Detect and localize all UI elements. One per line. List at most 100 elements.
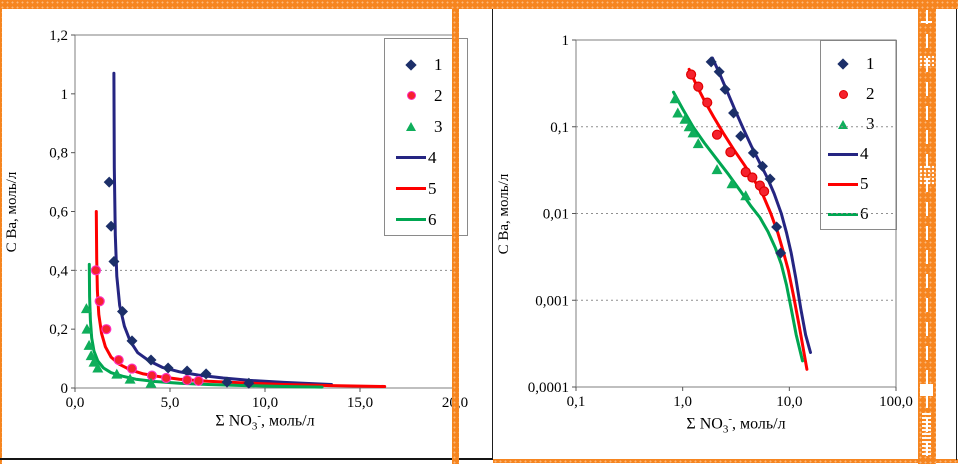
data-point-diamond: [756, 160, 768, 172]
y-tick-label: 0: [61, 381, 69, 397]
data-point-triangle: [679, 113, 691, 124]
data-point-diamond: [103, 176, 115, 188]
legend-label: 2: [434, 85, 443, 105]
data-point-diamond: [764, 173, 776, 185]
legend-label: 3: [866, 114, 875, 133]
right-panel-frame-right: [956, 9, 957, 460]
data-point-diamond: [713, 66, 725, 78]
data-point-circle: [182, 374, 193, 386]
legend-label: 6: [428, 209, 437, 229]
x-tick-label: 100,0: [879, 394, 913, 410]
left-bottom-rule: [0, 458, 493, 460]
data-point-circle: [94, 296, 105, 307]
x-axis-title-suffix: , моль/л: [731, 415, 786, 433]
right-panel-frame-left: [492, 9, 493, 459]
legend-item-5: 5: [385, 173, 467, 204]
y-tick-label: 0,8: [49, 146, 68, 162]
x-tick-label: 5,0: [161, 395, 180, 411]
data-point-triangle: [80, 303, 92, 314]
data-point-circle: [90, 265, 102, 276]
slide-left-border: [0, 0, 2, 464]
accent-bar-dot-pattern: [919, 55, 934, 68]
data-point-circle: [693, 81, 704, 92]
data-point-triangle: [111, 368, 123, 379]
data-point-triangle: [124, 373, 136, 384]
data-point-diamond: [735, 130, 747, 142]
slide-top-border: [0, 0, 958, 9]
legend-item-3: 3: [821, 109, 896, 139]
x-axis-title: Σ NO3-, моль/л: [165, 410, 365, 433]
legend-line-swatch: [395, 187, 427, 190]
x-axis-title-subscript: 3: [251, 420, 258, 433]
data-point-triangle: [740, 190, 752, 201]
legend-line-swatch: [827, 182, 859, 186]
x-axis-title: Σ NO3-, моль/л: [636, 413, 836, 436]
legend-circle-icon: [395, 91, 427, 100]
data-point-diamond: [108, 256, 120, 268]
data-point-triangle: [81, 323, 93, 334]
data-point-circle: [686, 69, 697, 80]
x-tick-label: 0,1: [567, 394, 586, 410]
data-point-diamond: [705, 56, 717, 68]
x-axis-title-subscript: 3: [722, 423, 729, 436]
legend-label: 4: [428, 147, 437, 167]
y-tick-label: 1: [562, 33, 570, 49]
accent-bar-dashed-line: [926, 10, 928, 458]
data-point-triangle: [83, 339, 95, 350]
y-tick-label: 0,2: [49, 322, 68, 338]
data-point-diamond: [747, 147, 759, 159]
accent-bar-square: [920, 384, 933, 396]
data-point-circle: [161, 372, 172, 384]
legend-item-6: 6: [385, 204, 467, 235]
legend-label: 6: [860, 204, 869, 223]
plot-border: [74, 34, 456, 389]
legend-box: 1 2 3 4 5 6: [820, 40, 897, 230]
legend-item-5: 5: [821, 169, 896, 199]
legend-label: 5: [428, 178, 437, 198]
y-tick-label: 1,2: [49, 28, 68, 44]
series-line-5: [687, 67, 809, 371]
data-point-circle: [702, 97, 713, 108]
legend-item-1: 1: [821, 49, 896, 79]
data-point-circle: [113, 354, 124, 366]
x-tick-label: 10,0: [252, 395, 278, 411]
data-point-triangle: [711, 164, 723, 175]
legend-line-swatch: [827, 152, 859, 156]
legend-item-2: 2: [821, 79, 896, 109]
legend-circle-icon: [827, 89, 859, 99]
slide-divider-bar: [452, 0, 459, 464]
y-tick-label: 0,4: [49, 263, 68, 279]
data-point-triangle: [692, 138, 704, 149]
x-tick-label: 10,0: [776, 394, 802, 410]
legend-triangle-icon: [395, 122, 427, 131]
legend-item-4: 4: [821, 139, 896, 169]
legend-label: 5: [860, 174, 869, 193]
plot-svg: 0,05,010,015,020,01,210,80,60,40,20: [49, 28, 468, 411]
data-point-circle: [146, 370, 158, 381]
legend-label: 1: [866, 54, 875, 73]
data-point-diamond: [105, 220, 117, 232]
y-tick-label: 0,1: [550, 120, 569, 136]
accent-bar-tick: [921, 21, 932, 23]
data-point-triangle: [92, 362, 104, 373]
x-axis-title-suffix: , моль/л: [260, 412, 315, 430]
y-tick-label: 0,6: [49, 205, 68, 221]
data-point-circle: [126, 363, 138, 374]
legend-line-swatch: [395, 218, 427, 221]
data-point-diamond: [126, 335, 138, 347]
data-point-circle: [758, 186, 770, 197]
data-point-circle: [193, 375, 204, 387]
y-tick-label: 1: [61, 87, 69, 103]
x-axis-title-prefix: Σ NO: [215, 412, 252, 430]
data-point-triangle: [683, 121, 695, 132]
series-line-6: [672, 90, 804, 363]
data-point-diamond: [243, 377, 255, 389]
legend-label: 3: [434, 116, 443, 136]
y-tick-label: 0,01: [543, 207, 569, 223]
series-line-5: [94, 210, 387, 388]
data-point-diamond: [775, 247, 787, 259]
data-point-triangle: [669, 93, 681, 104]
legend-label: 2: [866, 84, 875, 103]
y-tick-label: 0,0001: [528, 380, 569, 396]
